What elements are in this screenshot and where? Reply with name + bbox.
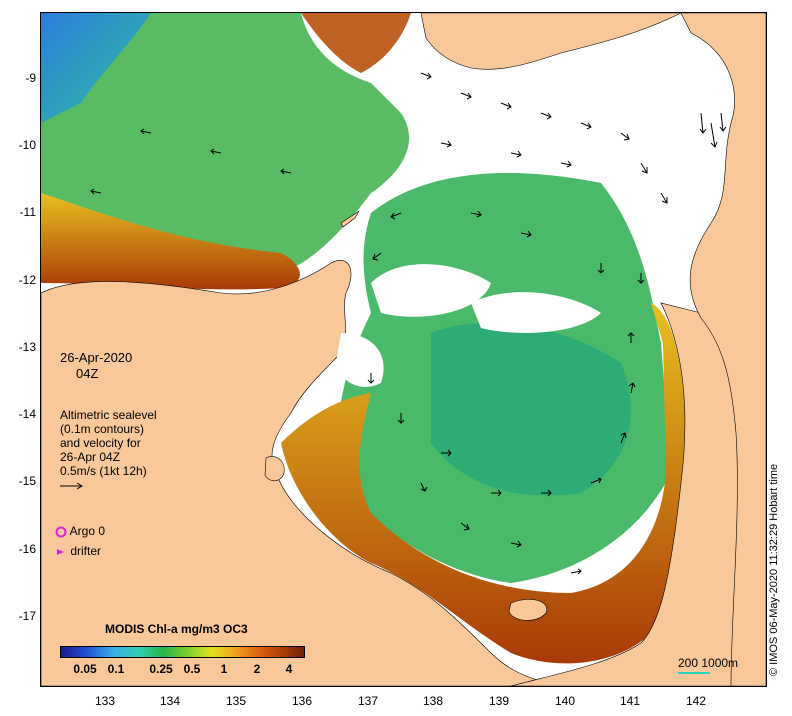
lat-label: -13 <box>18 340 36 354</box>
land-new-guinea <box>420 13 682 70</box>
colorbar-tick: 0.5 <box>183 662 201 676</box>
colorbar-tick: 2 <box>253 662 261 676</box>
lon-label: 141 <box>619 694 641 708</box>
map-canvas[interactable] <box>40 12 767 687</box>
lon-label: 133 <box>94 694 116 708</box>
chl-north-coastal-band <box>41 193 300 290</box>
altimetry-line: Altimetric sealevel <box>60 408 157 422</box>
colorbar-legend: MODIS Chl-a mg/m3 OC3 0.05 0.1 0.25 0.5 … <box>60 622 305 680</box>
velocity-scale-arrow-icon <box>60 482 83 490</box>
lon-label: 134 <box>159 694 181 708</box>
drifter-marker-icon <box>57 548 64 555</box>
cloud-patch-2 <box>471 292 601 333</box>
argo-marker-icon <box>55 526 67 538</box>
lon-label: 140 <box>554 694 576 708</box>
lon-label: 137 <box>357 694 379 708</box>
colorbar-tick: 0.1 <box>107 662 125 676</box>
chl-northwest-blue <box>41 13 151 123</box>
date-annotation: 26-Apr-2020 04Z <box>60 350 132 382</box>
legend-drifter: drifter <box>55 544 101 558</box>
colorbar-tick: 0.25 <box>149 662 173 676</box>
altimetry-line: (0.1m contours) <box>60 422 145 436</box>
lon-label: 138 <box>422 694 444 708</box>
colorbar-gradient <box>60 646 305 658</box>
land-wessel <box>340 210 360 228</box>
map-svg <box>41 13 766 686</box>
credit-text: © IMOS 06-May-2020 11:32:29 Hobart time <box>768 463 780 676</box>
lon-label: 136 <box>291 694 313 708</box>
altimetry-annotation: Altimetric sealevel (0.1m contours) and … <box>60 408 157 478</box>
colorbar-tick: 1 <box>220 662 228 676</box>
lat-label: -10 <box>18 138 36 152</box>
date-text: 26-Apr-2020 <box>60 350 133 365</box>
land-cape-york <box>680 13 766 686</box>
chl-north-swath <box>41 13 410 283</box>
chl-gulf-teal <box>431 323 631 496</box>
lat-label: -11 <box>19 205 36 219</box>
land-mornington <box>508 599 548 621</box>
chl-north-warm <box>301 13 411 73</box>
lon-label: 139 <box>488 694 510 708</box>
depth-scale-label: 200 1000m <box>678 656 739 670</box>
legend-argo: Argo 0 <box>55 524 105 538</box>
lat-label: -16 <box>18 542 36 556</box>
chl-gulf-coastal-band <box>281 303 688 664</box>
lat-label: -15 <box>18 474 36 488</box>
lon-label: 135 <box>225 694 247 708</box>
lon-label: 142 <box>685 694 707 708</box>
time-text: 04Z <box>76 366 99 381</box>
velocity-arrows <box>90 72 727 575</box>
depth-scale-bar <box>678 672 710 674</box>
cloud-patch-3 <box>336 333 384 387</box>
drifter-label: drifter <box>70 544 102 558</box>
cloud-patch-1 <box>371 264 491 317</box>
altimetry-line: and velocity for <box>60 436 141 450</box>
lat-label: -17 <box>18 609 36 623</box>
colorbar-tick: 0.05 <box>73 662 97 676</box>
land-arnhem <box>41 260 582 686</box>
colorbar-tick: 4 <box>285 662 293 676</box>
cloud-patch-4 <box>597 69 691 183</box>
altimetry-line: 0.5m/s (1kt 12h) <box>60 464 147 478</box>
lat-label: -9 <box>25 71 36 85</box>
argo-label: Argo 0 <box>69 524 106 538</box>
lat-label: -12 <box>18 273 36 287</box>
colorbar-title: MODIS Chl-a mg/m3 OC3 <box>105 622 248 636</box>
land-groote <box>264 456 285 482</box>
lat-label: -14 <box>18 407 36 421</box>
altimetry-line: 26-Apr 04Z <box>60 450 121 464</box>
